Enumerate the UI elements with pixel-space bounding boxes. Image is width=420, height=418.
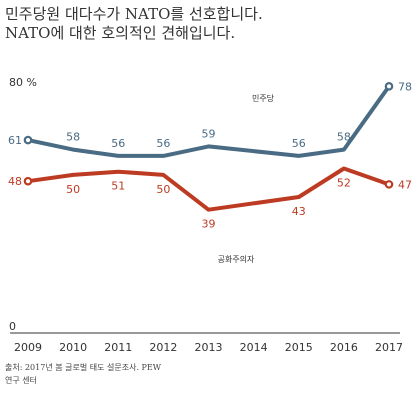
series-2-data-label-2010: 50 bbox=[66, 183, 80, 196]
series-1-data-label-2010: 58 bbox=[66, 131, 80, 144]
series-1-data-label-2009: 61 bbox=[8, 134, 22, 147]
series-1-group: 61 58 56 56 59 56 58 78 민주당 bbox=[8, 80, 412, 158]
x-tick-label-2010: 2010 bbox=[59, 341, 87, 354]
source-note-line-2: 연구 센터 bbox=[5, 376, 37, 385]
series-2-data-label-2012: 50 bbox=[156, 183, 170, 196]
series-2-name-label: 공화주의자 bbox=[218, 254, 255, 264]
x-tick-label-2011: 2011 bbox=[104, 341, 132, 354]
x-tick-label-2014: 2014 bbox=[240, 341, 268, 354]
chart-title-line-2: NATO에 대한 호의적인 견해입니다. bbox=[5, 24, 236, 42]
series-2-data-label-2017: 47 bbox=[398, 178, 412, 191]
series-2-data-label-2009: 48 bbox=[8, 175, 22, 188]
x-tick-label-2013: 2013 bbox=[195, 341, 223, 354]
series-2-line bbox=[26, 166, 391, 212]
x-tick-label-2015: 2015 bbox=[285, 341, 313, 354]
series-2-point-2009 bbox=[23, 176, 33, 186]
series-1-data-label-2013: 59 bbox=[202, 127, 216, 140]
series-2-group: 48 50 51 50 39 43 52 47 공화주의자 bbox=[8, 166, 412, 264]
series-1-data-label-2012: 56 bbox=[156, 137, 170, 150]
chart-title-line-1: 민주당원 대다수가 NATO를 선호합니다. bbox=[5, 5, 263, 23]
series-2-data-label-2015: 43 bbox=[292, 205, 306, 218]
series-1-name-label: 민주당 bbox=[252, 93, 275, 103]
series-2-data-label-2013: 39 bbox=[202, 218, 216, 231]
y-axis-top-label: 80 % bbox=[9, 76, 37, 89]
series-2-point-2017 bbox=[384, 180, 394, 189]
series-1-data-label-2017: 78 bbox=[398, 80, 412, 93]
source-note: 출처: 2017년 봄 글로벌 태도 설문조사. PEW 연구 센터 bbox=[5, 361, 415, 387]
x-tick-label-2016: 2016 bbox=[330, 341, 358, 354]
series-2-data-label-2016: 52 bbox=[337, 177, 351, 190]
series-2-data-label-2011: 51 bbox=[111, 180, 125, 193]
source-note-line-1: 출처: 2017년 봄 글로벌 태도 설문조사. PEW bbox=[5, 363, 161, 372]
chart-title: 민주당원 대다수가 NATO를 선호합니다. NATO에 대한 호의적인 견해입… bbox=[5, 5, 415, 43]
series-layer: 61 58 56 56 59 56 58 78 민주당 48 50 51 50 39 43 52 47 공화주의자 bbox=[8, 80, 412, 264]
series-1-data-label-2016: 58 bbox=[337, 131, 351, 144]
x-tick-label-2012: 2012 bbox=[149, 341, 177, 354]
x-tick-label-2009: 2009 bbox=[14, 341, 42, 354]
series-1-line bbox=[26, 84, 391, 158]
x-tick-label-2017: 2017 bbox=[375, 341, 403, 354]
series-1-point-2009 bbox=[23, 135, 33, 145]
y-axis-bottom-label: 0 bbox=[9, 320, 16, 333]
series-1-data-label-2015: 56 bbox=[292, 137, 306, 150]
series-1-point-2017 bbox=[384, 82, 394, 91]
series-1-data-label-2011: 56 bbox=[111, 137, 125, 150]
x-axis-tick-labels: 2009 2010 2011 2012 2013 2014 2015 2016 2017 bbox=[14, 341, 403, 354]
